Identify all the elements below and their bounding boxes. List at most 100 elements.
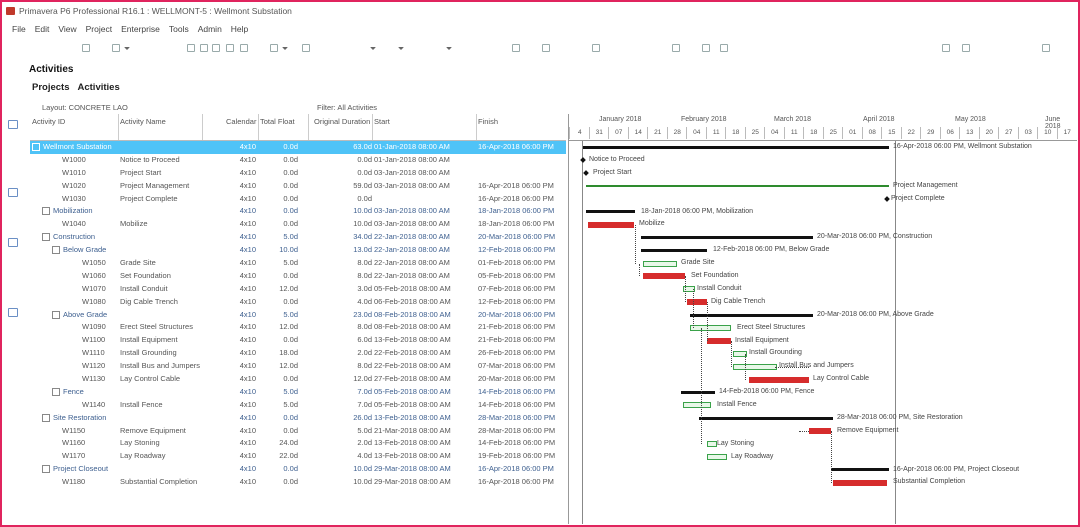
activity-row[interactable]: W1070 Install Conduit 4x10 12.0d 3.0d 05-Feb-…	[30, 283, 566, 296]
collapse-icon[interactable]	[42, 207, 50, 216]
project-row[interactable]: Wellmont Substation 4x10 0.0d 63.0d 01-Jan-2…	[30, 141, 566, 154]
project-management-bar[interactable]	[586, 185, 889, 188]
wbs-row[interactable]: Project Closeout 4x10 0.0d 10.0d 29-Mar-2018…	[30, 463, 566, 476]
toolbar-button[interactable]	[942, 44, 950, 52]
col-finish[interactable]: Finish	[478, 117, 499, 126]
wbs-summary-bar[interactable]	[641, 236, 813, 240]
float-bar[interactable]	[733, 350, 747, 357]
wbs-row[interactable]: Mobilization 4x10 0.0d 10.0d 03-Jan-2018 08:…	[30, 205, 566, 218]
toolbar-button[interactable]	[542, 44, 550, 52]
col-start[interactable]: Start	[374, 117, 390, 126]
critical-bar[interactable]	[707, 337, 731, 344]
dropdown-arrow-icon[interactable]	[446, 47, 452, 50]
activity-row[interactable]: W1080 Dig Cable Trench 4x10 0.0d 4.0d 06-Feb-…	[30, 296, 566, 309]
tab-projects[interactable]: Projects	[32, 82, 70, 93]
float-bar[interactable]	[643, 260, 677, 267]
wbs-summary-bar[interactable]	[831, 468, 889, 472]
wbs-summary-bar[interactable]	[586, 210, 635, 214]
toolbar-button[interactable]	[226, 44, 234, 52]
tab-activities[interactable]: Activities	[77, 82, 120, 93]
toolbar-button[interactable]	[720, 44, 728, 52]
activity-row[interactable]: W1170 Lay Roadway 4x10 22.0d 4.0d 13-Feb-2018…	[30, 450, 566, 463]
milestone-icon[interactable]	[884, 195, 890, 202]
activity-row[interactable]: W1110 Install Grounding 4x10 18.0d 2.0d 22-Fe…	[30, 347, 566, 360]
collapse-icon[interactable]	[42, 465, 50, 474]
activity-row[interactable]: W1040 Mobilize 4x10 0.0d 10.0d 03-Jan-2018 08…	[30, 218, 566, 231]
activity-row[interactable]: W1150 Remove Equipment 4x10 0.0d 5.0d 21-Mar-…	[30, 425, 566, 438]
side-icon[interactable]	[8, 120, 18, 129]
collapse-icon[interactable]	[42, 413, 50, 422]
toolbar-button[interactable]	[592, 44, 600, 52]
col-activity-name[interactable]: Activity Name	[120, 117, 166, 126]
collapse-icon[interactable]	[52, 246, 60, 255]
activity-row[interactable]: W1090 Erect Steel Structures 4x10 12.0d 8.0d…	[30, 321, 566, 334]
collapse-icon[interactable]	[52, 310, 60, 319]
critical-bar[interactable]	[588, 221, 634, 228]
wbs-row[interactable]: Below Grade 4x10 10.0d 13.0d 22-Jan-2018 08:…	[30, 244, 566, 257]
menu-view[interactable]: View	[58, 24, 77, 34]
float-bar[interactable]	[707, 454, 727, 461]
critical-bar[interactable]	[809, 428, 831, 435]
dropdown-arrow-icon[interactable]	[124, 47, 130, 50]
collapse-icon[interactable]	[42, 233, 50, 242]
wbs-summary-bar[interactable]	[690, 313, 813, 317]
wbs-summary-bar[interactable]	[641, 249, 707, 253]
col-original-duration[interactable]: Original Duration	[314, 117, 371, 126]
activity-row[interactable]: W1010 Project Start 4x10 0.0d 0.0d 03-Jan-201…	[30, 167, 566, 180]
activity-row[interactable]: W1050 Grade Site 4x10 5.0d 8.0d 22-Jan-2018 0…	[30, 257, 566, 270]
dropdown-arrow-icon[interactable]	[282, 47, 288, 50]
side-icon[interactable]	[8, 188, 18, 197]
float-bar[interactable]	[707, 441, 717, 448]
wbs-row[interactable]: Above Grade 4x10 5.0d 23.0d 08-Feb-2018 08:0…	[30, 309, 566, 322]
menu-file[interactable]: File	[12, 24, 26, 34]
activity-row[interactable]: W1030 Project Complete 4x10 0.0d 0.0d 16-Apr-…	[30, 193, 566, 206]
menu-edit[interactable]: Edit	[34, 24, 50, 34]
toolbar-button[interactable]	[112, 44, 120, 52]
toolbar-button[interactable]	[212, 44, 220, 52]
activity-row[interactable]: W1160 Lay Stoning 4x10 24.0d 2.0d 13-Feb-2018…	[30, 437, 566, 450]
toolbar-button[interactable]	[962, 44, 970, 52]
collapse-icon[interactable]	[32, 143, 40, 152]
activity-row[interactable]: W1020 Project Management 4x10 0.0d 59.0d 03-J…	[30, 180, 566, 193]
dropdown-arrow-icon[interactable]	[370, 47, 376, 50]
milestone-icon[interactable]	[583, 169, 589, 176]
toolbar-button[interactable]	[240, 44, 248, 52]
float-bar[interactable]	[683, 402, 711, 409]
critical-bar[interactable]	[833, 479, 887, 486]
layout-name[interactable]: Layout: CONCRETE LAO	[42, 103, 128, 112]
col-activity-id[interactable]: Activity ID	[32, 117, 66, 126]
activity-row[interactable]: W1120 Install Bus and Jumpers 4x10 12.0d 8.0…	[30, 360, 566, 373]
activity-row[interactable]: W1130 Lay Control Cable 4x10 0.0d 12.0d 27-Fe…	[30, 373, 566, 386]
toolbar-button[interactable]	[302, 44, 310, 52]
float-bar[interactable]	[733, 363, 777, 370]
collapse-icon[interactable]	[52, 387, 60, 396]
menu-admin[interactable]: Admin	[197, 24, 222, 34]
critical-bar[interactable]	[749, 376, 809, 383]
activity-row[interactable]: W1140 Install Fence 4x10 5.0d 7.0d 05-Feb-201…	[30, 399, 566, 412]
col-total-float[interactable]: Total Float	[260, 117, 295, 126]
activity-row[interactable]: W1060 Set Foundation 4x10 0.0d 8.0d 22-Jan-20…	[30, 270, 566, 283]
toolbar-button[interactable]	[270, 44, 278, 52]
wbs-row[interactable]: Fence 4x10 5.0d 7.0d 05-Feb-2018 08:00 AM 14-…	[30, 386, 566, 399]
side-icon[interactable]	[8, 238, 18, 247]
dropdown-arrow-icon[interactable]	[398, 47, 404, 50]
critical-bar[interactable]	[687, 299, 707, 306]
wbs-summary-bar[interactable]	[681, 391, 715, 395]
toolbar-button[interactable]	[702, 44, 710, 52]
toolbar-button[interactable]	[512, 44, 520, 52]
toolbar-button[interactable]	[1042, 44, 1050, 52]
menu-project[interactable]: Project	[85, 24, 113, 34]
menu-enterprise[interactable]: Enterprise	[121, 24, 160, 34]
toolbar-button[interactable]	[672, 44, 680, 52]
wbs-summary-bar[interactable]	[699, 416, 833, 420]
col-calendar[interactable]: Calendar	[226, 117, 257, 126]
filter-name[interactable]: Filter: All Activities	[317, 103, 378, 112]
toolbar-button[interactable]	[187, 44, 195, 52]
float-bar[interactable]	[690, 325, 731, 332]
toolbar-button[interactable]	[200, 44, 208, 52]
critical-bar[interactable]	[643, 273, 685, 280]
side-icon[interactable]	[8, 308, 18, 317]
menu-help[interactable]: Help	[230, 24, 249, 34]
activity-row[interactable]: W1180 Substantial Completion 4x10 0.0d 10.0d…	[30, 476, 566, 489]
activity-row[interactable]: W1000 Notice to Proceed 4x10 0.0d 0.0d 01-Jan…	[30, 154, 566, 167]
